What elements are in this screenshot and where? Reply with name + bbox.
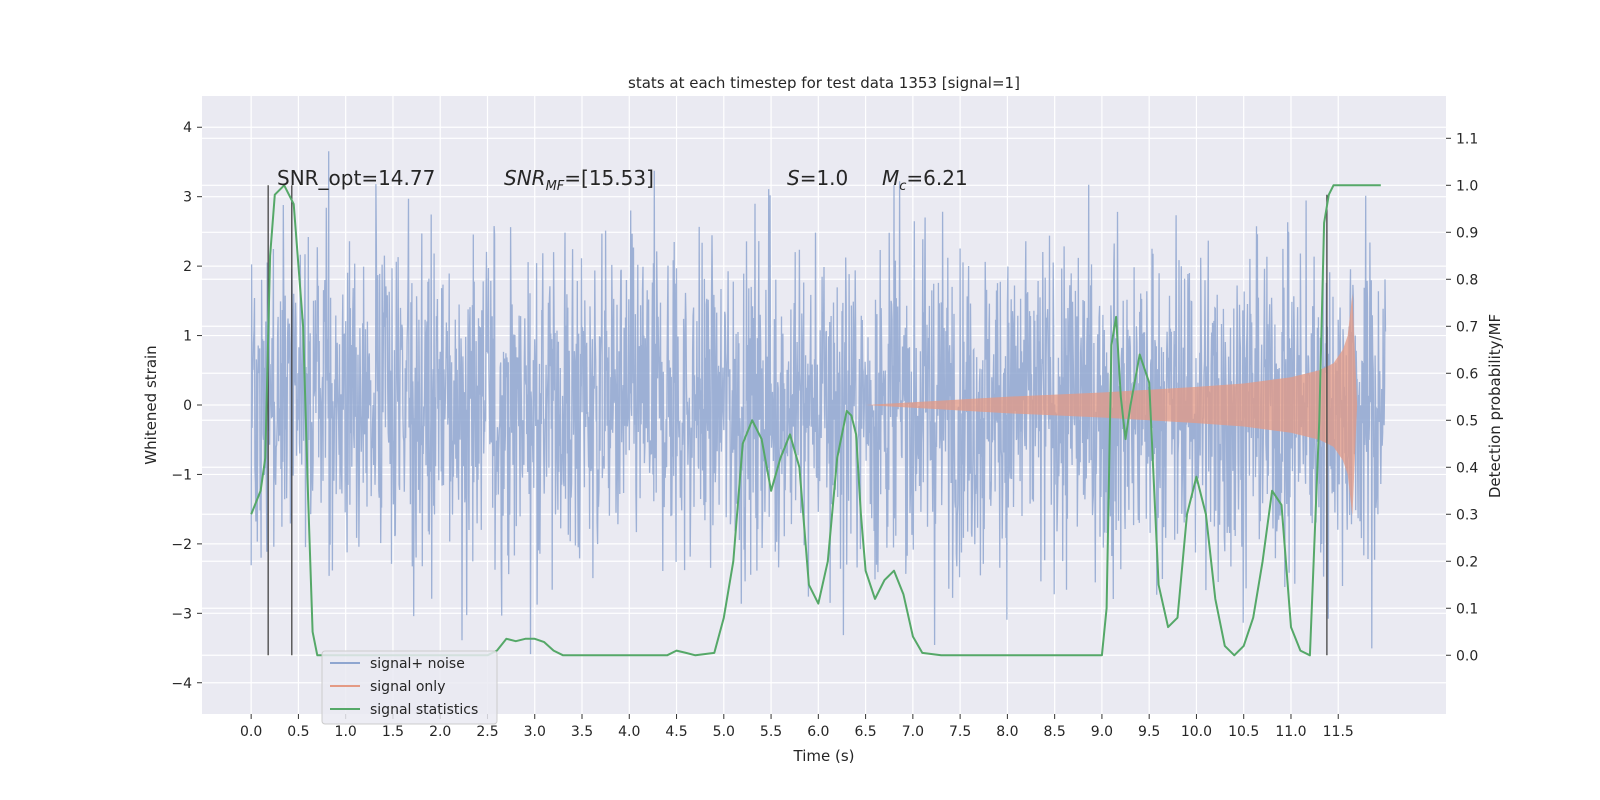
- vertical-marker-lines: [267, 185, 1328, 656]
- right-y-tick-label: 0.8: [1456, 272, 1478, 288]
- s-main: S: [787, 166, 800, 190]
- y-tick-label: −1: [171, 467, 192, 483]
- legend-label-signal: signal only: [370, 679, 445, 695]
- mc-annotation: Mc=6.21: [882, 166, 968, 194]
- x-tick-label: 11.5: [1323, 724, 1354, 740]
- signal-only-series: [865, 293, 1358, 517]
- mc-value: =6.21: [906, 166, 967, 190]
- x-tick-label: 6.5: [854, 724, 876, 740]
- x-axis-ticks: 0.0 0.5 1.0 1.5 2.0 2.5 3.0 3.5 4.0 4.5 5.0 5.5 6.0 6…: [240, 714, 1354, 740]
- y-tick-label: 1: [183, 329, 192, 345]
- right-y-tick-label: 0.0: [1456, 648, 1478, 664]
- legend-label-noise: signal+ noise: [370, 656, 465, 672]
- x-tick-label: 0.0: [240, 724, 262, 740]
- x-tick-label: 7.0: [902, 724, 924, 740]
- y-axis-ticks: 4 3 2 1 0 −1 −2 −3 −4: [171, 120, 202, 692]
- legend: signal+ noise signal only signal statist…: [321, 650, 498, 725]
- x-tick-label: 11.0: [1275, 724, 1306, 740]
- x-tick-label: 10.0: [1181, 724, 1212, 740]
- right-y-tick-label: 1.1: [1456, 131, 1478, 147]
- x-tick-label: 0.5: [287, 724, 309, 740]
- x-tick-label: 8.0: [996, 724, 1018, 740]
- x-tick-label: 9.5: [1138, 724, 1160, 740]
- x-tick-label: 7.5: [949, 724, 971, 740]
- right-y-tick-label: 0.2: [1456, 554, 1478, 570]
- x-tick-label: 5.5: [760, 724, 782, 740]
- signal-only-envelope: [865, 293, 1358, 517]
- snr-mf-main: SNR: [504, 166, 546, 190]
- x-tick-label: 1.0: [335, 724, 357, 740]
- y-tick-label: −4: [171, 676, 192, 692]
- x-tick-label: 9.0: [1091, 724, 1113, 740]
- annotations: SNR_opt=14.77 SNRMF=[15.53] S=1.0 Mc=6.2…: [277, 166, 968, 194]
- x-tick-label: 3.5: [571, 724, 593, 740]
- snr-opt-annotation: SNR_opt=14.77: [277, 166, 435, 190]
- x-tick-label: 4.0: [618, 724, 640, 740]
- right-y-tick-label: 0.5: [1456, 413, 1478, 429]
- s-annotation: S=1.0: [787, 166, 848, 190]
- legend-label-stats: signal statistics: [370, 702, 478, 718]
- snr-mf-value: =[15.53]: [564, 166, 654, 190]
- x-tick-label: 2.5: [476, 724, 498, 740]
- y-tick-label: 2: [183, 259, 192, 275]
- y-tick-label: −3: [171, 606, 192, 622]
- x-tick-label: 2.0: [429, 724, 451, 740]
- x-tick-label: 1.5: [382, 724, 404, 740]
- right-y-axis-label: Detection probability/MF: [1486, 314, 1504, 498]
- chart-title: stats at each timestep for test data 135…: [628, 74, 1020, 92]
- s-value: =1.0: [800, 166, 849, 190]
- y-tick-label: 4: [183, 120, 192, 136]
- right-y-tick-label: 0.9: [1456, 225, 1478, 241]
- x-tick-label: 8.5: [1044, 724, 1066, 740]
- legend-box: [321, 650, 498, 725]
- x-tick-label: 5.0: [713, 724, 735, 740]
- mc-subscript: c: [899, 179, 906, 194]
- x-axis-label: Time (s): [793, 747, 855, 765]
- right-y-tick-label: 0.6: [1456, 366, 1478, 382]
- right-y-axis-ticks: 1.1 1.0 0.9 0.8 0.7 0.6 0.5 0.4 0.3 0.2 0.1 0.0: [1446, 131, 1478, 664]
- y-tick-label: −2: [171, 537, 192, 553]
- right-y-tick-label: 1.0: [1456, 178, 1478, 194]
- x-tick-label: 10.5: [1228, 724, 1259, 740]
- right-y-tick-label: 0.3: [1456, 507, 1478, 523]
- snr-mf-subscript: MF: [546, 179, 565, 194]
- x-tick-label: 4.5: [665, 724, 687, 740]
- x-tick-label: 3.0: [524, 724, 546, 740]
- right-y-tick-label: 0.4: [1456, 460, 1478, 476]
- y-tick-label: 3: [183, 190, 192, 206]
- snr-mf-annotation: SNRMF=[15.53]: [504, 166, 654, 194]
- y-tick-label: 0: [183, 398, 192, 414]
- right-y-tick-label: 0.1: [1456, 601, 1478, 617]
- x-tick-label: 6.0: [807, 724, 829, 740]
- mc-main: M: [882, 166, 899, 190]
- right-y-tick-label: 0.7: [1456, 319, 1478, 335]
- y-axis-label: Whitened strain: [142, 345, 160, 464]
